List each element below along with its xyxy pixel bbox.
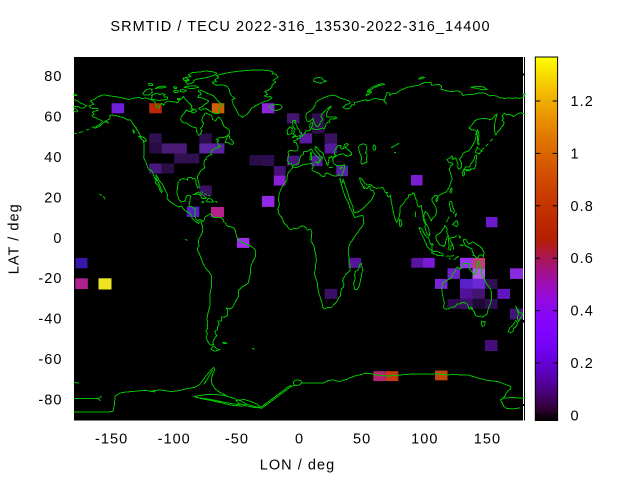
svg-text:-50: -50 xyxy=(225,432,249,448)
svg-text:1: 1 xyxy=(571,146,580,162)
svg-text:150: 150 xyxy=(474,432,501,448)
svg-text:-80: -80 xyxy=(38,392,62,408)
svg-text:LAT / deg: LAT / deg xyxy=(7,203,23,274)
svg-text:20: 20 xyxy=(44,190,62,206)
svg-text:100: 100 xyxy=(411,432,438,448)
svg-text:60: 60 xyxy=(44,110,62,126)
svg-text:0: 0 xyxy=(295,432,304,448)
svg-text:SRMTID / TECU 2022-316_13530-2: SRMTID / TECU 2022-316_13530-2022-316_14… xyxy=(110,19,490,35)
svg-text:0.6: 0.6 xyxy=(571,251,594,267)
svg-text:0.4: 0.4 xyxy=(571,304,594,320)
svg-text:LON / deg: LON / deg xyxy=(260,457,336,473)
svg-text:-40: -40 xyxy=(38,312,62,328)
svg-text:0: 0 xyxy=(571,408,580,424)
svg-text:80: 80 xyxy=(44,69,62,85)
svg-text:-60: -60 xyxy=(38,352,62,368)
svg-text:-150: -150 xyxy=(95,432,128,448)
svg-text:0.2: 0.2 xyxy=(571,356,594,372)
svg-text:50: 50 xyxy=(353,432,371,448)
svg-text:0: 0 xyxy=(53,231,62,247)
svg-text:-100: -100 xyxy=(158,432,191,448)
svg-text:0.8: 0.8 xyxy=(571,199,594,215)
svg-text:1.2: 1.2 xyxy=(571,94,594,110)
svg-text:40: 40 xyxy=(44,150,62,166)
svg-text:-20: -20 xyxy=(38,271,62,287)
